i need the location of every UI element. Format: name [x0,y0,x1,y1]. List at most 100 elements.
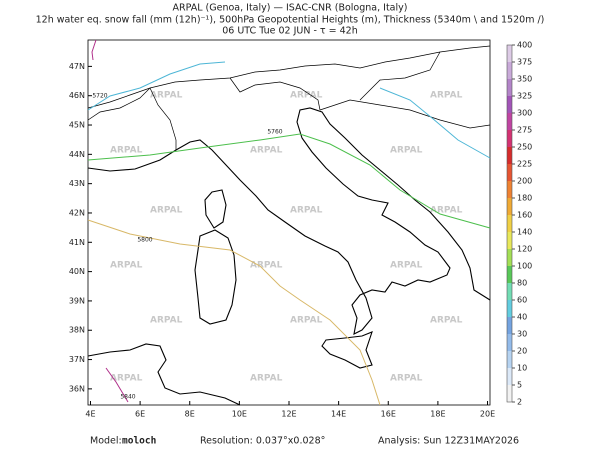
watermark: ARPAL [250,374,283,384]
colorbar-label: 250 [517,143,532,152]
colorbar-label: 60 [517,296,527,305]
coastline [321,331,373,369]
lat-tick-label: 45N [69,121,85,130]
colorbar-frame [506,44,513,403]
coastline [194,229,237,325]
colorbar-label: 375 [517,58,532,67]
colorbar-segment [507,113,512,130]
colorbar-label: 400 [517,41,532,50]
watermark: ARPAL [430,206,463,216]
lon-tick-label: 8E [185,410,195,419]
lat-tick-label: 39N [69,296,85,305]
map-area: ARPAL ARPAL ARPAL ARPAL ARPAL ARPAL ARPAL ARPAL… [87,39,491,406]
lat-tick-label: 44N [69,150,85,159]
lon-tick-label: 4E [85,410,95,419]
lat-tick-label: 40N [69,267,85,276]
contour-label: 5760 [267,129,282,136]
watermark: ARPAL [290,206,323,216]
coastline [87,107,491,335]
watermark: ARPAL [110,261,143,271]
colorbar-label: 30 [517,330,527,339]
footer-label: Model: [90,436,122,447]
border [87,87,151,121]
colorbar-label: 350 [517,75,532,84]
watermark: ARPAL [150,91,183,101]
contour-line [105,367,129,403]
watermark: ARPAL [110,374,143,384]
colorbar-segment [507,198,512,215]
colorbar-segment [507,317,512,334]
colorbar-segment [507,130,512,147]
colorbar-segment [507,300,512,317]
lat-tick-label: 43N [69,179,85,188]
colorbar-label: 325 [517,92,532,101]
watermark: ARPAL [110,146,143,156]
lon-tick-label: 18E [430,410,445,419]
colorbar-segment [507,62,512,79]
colorbar-segment [507,334,512,351]
colorbar-label: 180 [517,194,532,203]
lon-tick-label: 10E [232,410,247,419]
header-line: 12h water eq. snow fall (mm (12h)⁻¹), 50… [36,15,545,26]
header-line: 06 UTC Tue 02 JUN - τ = 42h [222,26,357,37]
contour-line [91,39,97,61]
colorbar-segment [507,249,512,266]
lat-tick-label: 36N [69,384,85,393]
coastline [204,189,227,229]
colorbar-segment [507,232,512,249]
contour-line [379,87,491,159]
watermark: ARPAL [250,261,283,271]
lat-tick-label: 37N [69,355,85,364]
colorbar-label: 5 [517,381,522,390]
watermark: ARPAL [290,91,323,101]
colorbar-label: 140 [517,228,532,237]
watermark: ARPAL [150,316,183,326]
watermark: ARPAL [390,374,423,384]
colorbar-label: 200 [517,177,532,186]
colorbar-label: 300 [517,109,532,118]
footer-resolution: Resolution: 0.037°x0.028° [200,436,325,447]
colorbar-segment [507,164,512,181]
colorbar-label: 80 [517,279,527,288]
lat-tick-label: 47N [69,62,85,71]
colorbar-segment [507,96,512,113]
watermark: ARPAL [250,146,283,156]
colorbar-segment [507,266,512,283]
lon-tick-label: 20E [480,410,495,419]
lat-tick-label: 41N [69,238,85,247]
lon-tick-label: 12E [281,410,296,419]
watermark: ARPAL [290,316,323,326]
watermark: ARPAL [150,206,183,216]
contour-line [87,219,381,406]
contour-label: 5720 [92,93,107,100]
border [87,45,491,109]
watermark: ARPAL [430,91,463,101]
lat-tick-label: 46N [69,91,85,100]
colorbar-segment [507,147,512,164]
colorbar-label: 100 [517,262,532,271]
lon-tick-label: 14E [331,410,346,419]
colorbar-label: 160 [517,211,532,220]
colorbar-label: 275 [517,126,532,135]
colorbar-label: 225 [517,160,532,169]
colorbar-segment [507,181,512,198]
lon-tick-label: 16E [381,410,396,419]
colorbar-label: 120 [517,245,532,254]
border [149,87,177,150]
colorbar-segment [507,215,512,232]
colorbar-label: 10 [517,364,527,373]
colorbar-segment [507,385,512,402]
coastline [87,343,241,406]
colorbar-segment [507,45,512,62]
contour-line [87,61,226,111]
colorbar-label: 40 [517,313,527,322]
footer-model: moloch [122,436,156,447]
contour-label: 5800 [137,237,152,244]
border [319,99,491,129]
footer-analysis: Analysis: Sun 12Z31MAY2026 [378,436,519,447]
lat-tick-label: 38N [69,326,85,335]
colorbar-label: 2 [517,398,522,407]
contour-label: 5840 [120,394,135,401]
colorbar-segment [507,351,512,368]
watermark: ARPAL [430,316,463,326]
